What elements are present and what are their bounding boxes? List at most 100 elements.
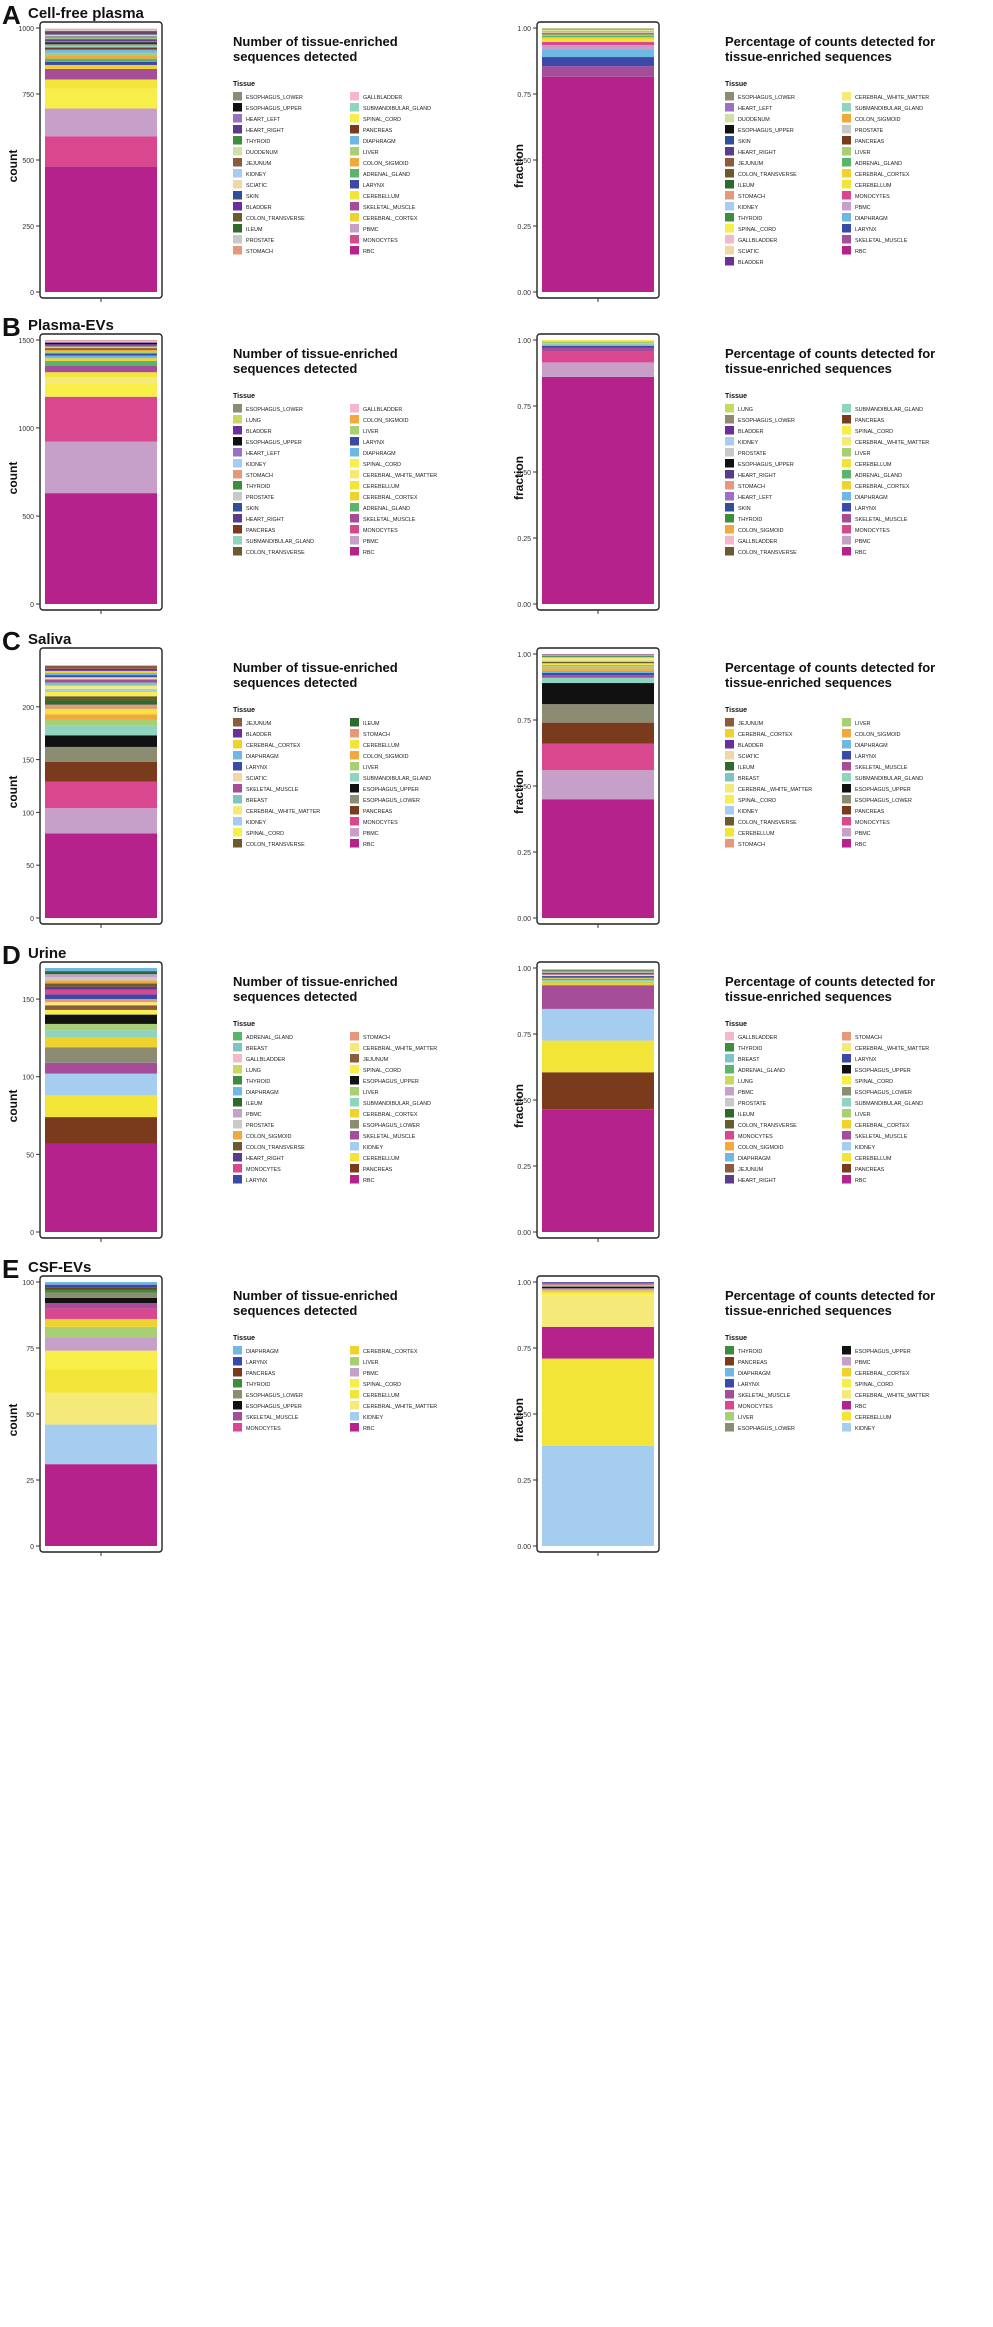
- panel-b-fraction-legend-label-skeletal_muscle: SKELETAL_MUSCLE: [855, 517, 908, 523]
- panel-a-fraction-legend-swatch-sciatic: [725, 246, 734, 255]
- panel-a-fraction-legend-swatch-kidney: [725, 202, 734, 211]
- panel-c-count-legend-swatch-spinal_cord: [233, 828, 242, 837]
- panel-c-count-legend-swatch-colon_transverse: [233, 839, 242, 848]
- panel-d-count-segment-cerebellum: [45, 1095, 157, 1118]
- panel-e-fraction-legend-swatch-cerebral_white_matter: [842, 1390, 851, 1399]
- panel-e-count-legend-swatch-cerebral_white_matter: [350, 1401, 359, 1410]
- panel-a-count-legend-label-diaphragm: DIAPHRAGM: [363, 139, 396, 145]
- panel-c-count-segment-larynx: [45, 675, 157, 678]
- panel-d-count-segment-cerebral_white_matter: [45, 1002, 157, 1006]
- panel-d-count-legend-label-prostate: PROSTATE: [246, 1123, 275, 1129]
- panel-c-count-legend-label-kidney: KIDNEY: [246, 820, 266, 826]
- panel-c-fraction-segment-esophagus_lower: [542, 704, 654, 723]
- panel-e-fraction-segment-kidney: [542, 1445, 654, 1546]
- panel-c-count-legend-swatch-cerebral_white_matter: [233, 806, 242, 815]
- panel-d-fraction-segment-cerebral_white_matter: [542, 975, 654, 976]
- panel-b-sample-title: Plasma-EVs: [28, 317, 114, 334]
- panel-d-count-segment-larynx: [45, 994, 157, 1000]
- panel-b-fraction-legend-label-adrenal_gland: ADRENAL_GLAND: [855, 473, 902, 479]
- panel-a-count-segment-duodenum: [45, 37, 157, 39]
- panel-d-count-segment-esophagus_upper: [45, 1014, 157, 1024]
- panel-b-count-legend-swatch-stomach: [233, 470, 242, 479]
- panel-d-count-segment-liver: [45, 1023, 157, 1031]
- panel-b-fraction-segment-skeletal_muscle: [542, 347, 654, 352]
- panel-c-fraction-legend-swatch-ileum: [725, 762, 734, 771]
- panel-d-count-legend-label-larynx: LARYNX: [246, 1178, 268, 1184]
- panel-b-fraction-legend-swatch-cerebral_cortex: [842, 481, 851, 490]
- panel-d-count-legend-label-gallbladder: GALLBLADDER: [246, 1057, 285, 1063]
- panel-e-fraction-legend-label-esophagus_lower: ESOPHAGUS_LOWER: [738, 1426, 795, 1432]
- panel-e-count-ylabel: count: [6, 1404, 20, 1437]
- panel-b-fraction-title-line: Percentage of counts detected for: [725, 346, 935, 361]
- panel-a-fraction-segment-larynx: [542, 57, 654, 67]
- panel-d-fraction-segment-spinal_cord: [542, 977, 654, 979]
- panel-b-fraction-legend-label-cerebral_white_matter: CEREBRAL_WHITE_MATTER: [855, 440, 929, 446]
- panel-e-count-segment-pancreas: [45, 1287, 157, 1290]
- panel-d-count-legend-label-submandibular_gland: SUBMANDIBULAR_GLAND: [363, 1101, 431, 1107]
- panel-a-count-segment-adrenal_gland: [45, 58, 157, 62]
- panel-d-count-legend-label-colon_transverse: COLON_TRANSVERSE: [246, 1145, 305, 1151]
- panel-e-count-legend-label-thyroid: THYROID: [246, 1382, 270, 1388]
- panel-a-fraction-legend-swatch-adrenal_gland: [842, 158, 851, 167]
- panel-e-count-legend-title: Tissue: [233, 1335, 255, 1342]
- panel-d-fraction-ytick-label: 1.00: [517, 966, 531, 973]
- panel-d-count-legend-swatch-cerebellum: [350, 1153, 359, 1162]
- panel-b-fraction-legend-swatch-bladder: [725, 426, 734, 435]
- panel-c-fraction-legend-label-esophagus_upper: ESOPHAGUS_UPPER: [855, 787, 911, 793]
- panel-d-fraction-legend-swatch-kidney: [842, 1142, 851, 1151]
- panel-c-count-ytick-label: 100: [22, 810, 34, 817]
- panel-a-fraction-chart: 0.00 0.25 0.50 0.75 1.00 fraction Percentage o…: [512, 21, 935, 302]
- panel-a-count-legend-label-esophagus_upper: ESOPHAGUS_UPPER: [246, 106, 302, 112]
- panel-a-fraction-legend-label-cerebellum: CEREBELLUM: [855, 183, 892, 189]
- panel-e-fraction-legend-label-pancreas: PANCREAS: [738, 1360, 768, 1366]
- panel-b-fraction-ytick-label: 0.50: [517, 470, 531, 477]
- panel-b-count-segment-liver: [45, 351, 157, 354]
- panel-e-count-legend-label-esophagus_upper: ESOPHAGUS_UPPER: [246, 1404, 302, 1410]
- panel-e-count-segment-kidney: [45, 1424, 157, 1465]
- panel-c-count-legend-label-cerebellum: CEREBELLUM: [363, 743, 400, 749]
- panel-a-count-segment-thyroid: [45, 38, 157, 40]
- panel-e-fraction-legend-swatch-esophagus_upper: [842, 1346, 851, 1355]
- panel-b-count-title-line: Number of tissue-enriched: [233, 346, 398, 361]
- panel-d-count-legend-label-heart_right: HEART_RIGHT: [246, 1156, 285, 1162]
- panel-b-count-legend-label-rbc: RBC: [363, 550, 374, 556]
- panel-b-fraction-legend-label-submandibular_gland: SUBMANDIBULAR_GLAND: [855, 407, 923, 413]
- panel-a-fraction-legend-swatch-esophagus_upper: [725, 125, 734, 134]
- panel-a-count-legend-swatch-cerebral_cortex: [350, 213, 359, 222]
- panel-c-count-legend-label-colon_sigmoid: COLON_SIGMOID: [363, 754, 409, 760]
- panel-d-fraction-legend-label-spinal_cord: SPINAL_CORD: [855, 1079, 893, 1085]
- panel-a-fraction-legend-swatch-spinal_cord: [725, 224, 734, 233]
- panel-a-fraction-legend-label-cerebral_white_matter: CEREBRAL_WHITE_MATTER: [855, 95, 929, 101]
- panel-d-count-legend-label-monocytes: MONOCYTES: [246, 1167, 281, 1173]
- panel-b-fraction-legend-swatch-pbmc: [842, 536, 851, 545]
- panel-e-count-legend-label-monocytes: MONOCYTES: [246, 1426, 281, 1432]
- panel-a-fraction-segment-sciatic: [542, 28, 654, 30]
- panel-c-fraction-legend-label-stomach: STOMACH: [738, 842, 765, 848]
- panel-b-fraction-legend-label-pancreas: PANCREAS: [855, 418, 885, 424]
- panel-b-count-ylabel: count: [6, 462, 20, 495]
- panel-b-count-legend-label-colon_sigmoid: COLON_SIGMOID: [363, 418, 409, 424]
- panel-d-fraction-segment-pbmc: [542, 969, 654, 970]
- panel-c-fraction-segment-stomach: [542, 664, 654, 667]
- panel-c-count-legend-swatch-monocytes: [350, 817, 359, 826]
- panel-c-count-legend-swatch-jejunum: [233, 718, 242, 727]
- panel-a-count-segment-esophagus_upper: [45, 42, 157, 44]
- panel-d-count-legend-swatch-colon_transverse: [233, 1142, 242, 1151]
- panel-d-fraction-legend-label-cerebral_white_matter: CEREBRAL_WHITE_MATTER: [855, 1046, 929, 1052]
- panel-b-count-legend-label-larynx: LARYNX: [363, 440, 385, 446]
- panel-a-count-legend-swatch-skin: [233, 191, 242, 200]
- panel-e-fraction-segment-skeletal_muscle: [542, 1282, 654, 1284]
- panel-d-count-legend-swatch-stomach: [350, 1032, 359, 1041]
- panel-a-count-legend-label-colon_transverse: COLON_TRANSVERSE: [246, 216, 305, 222]
- panel-e-fraction-legend-swatch-kidney: [842, 1423, 851, 1432]
- panel-d-fraction-legend-swatch-lung: [725, 1076, 734, 1085]
- panel-d-fraction-title-line: tissue-enriched sequences: [725, 989, 892, 1004]
- panel-a-fraction-legend-swatch-rbc: [842, 246, 851, 255]
- panel-e-fraction-legend-title: Tissue: [725, 1335, 747, 1342]
- panel-b-fraction-legend-swatch-esophagus_lower: [725, 415, 734, 424]
- panel-e-fraction-ytick-label: 0.50: [517, 1412, 531, 1419]
- panel-b-fraction-legend-label-gallbladder: GALLBLADDER: [738, 539, 777, 545]
- panel-b-fraction-legend-swatch-submandibular_gland: [842, 404, 851, 413]
- panel-a-count-legend-label-cerebral_cortex: CEREBRAL_CORTEX: [363, 216, 418, 222]
